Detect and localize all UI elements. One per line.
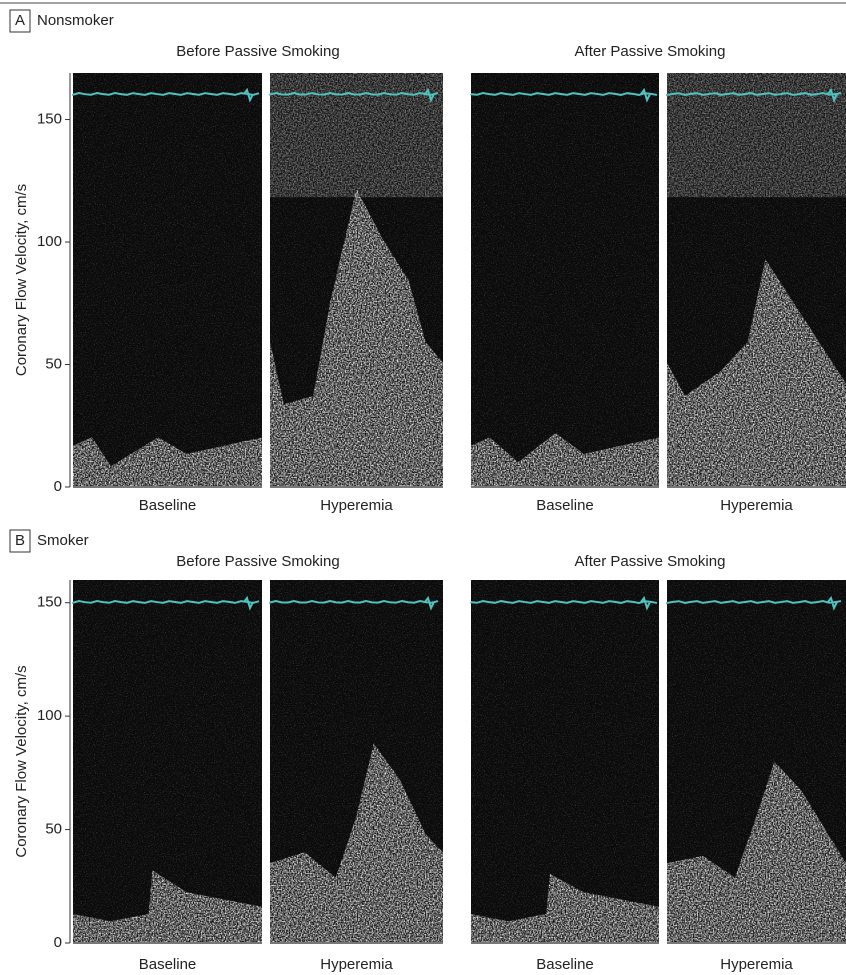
doppler-image [666,580,846,944]
panel-title: Before Passive Smoking [176,553,339,570]
ecg-trace [269,87,439,103]
doppler-image [72,73,262,488]
y-axis-label: Coronary Flow Velocity, cm/s [13,184,30,376]
panel-label-box [9,529,31,553]
doppler-image [269,73,443,488]
image-noise [471,73,659,487]
panel-group: Nonsmoker [37,12,114,29]
y-tick-label: 100 [37,707,62,724]
x-label: Baseline [536,956,594,973]
panel-label: A [15,12,25,29]
x-label: Hyperemia [320,497,393,514]
flow-envelope [270,188,443,488]
panel-group: Smoker [37,532,89,549]
panel-title: Before Passive Smoking [176,43,339,60]
x-label: Baseline [139,497,197,514]
doppler-image [470,73,659,488]
y-axis-label: Coronary Flow Velocity, cm/s [13,665,30,857]
flow-envelope [270,743,443,943]
flow-envelope [471,433,659,487]
flow-envelope [471,874,659,943]
y-tick-label: 50 [45,355,62,372]
flow-envelope [667,259,846,487]
y-tick-label: 100 [37,233,62,250]
doppler-image [72,580,262,944]
doppler-image [269,580,443,944]
x-label: Baseline [536,497,594,514]
y-tick-label: 0 [54,934,62,951]
y-tick-label: 50 [45,821,62,838]
ecg-trace [72,595,260,611]
ecg-trace [269,595,439,611]
flow-envelope [73,437,262,487]
ecg-trace [72,87,260,103]
ecg-trace [666,595,842,611]
panel-title: After Passive Smoking [575,43,726,60]
doppler-image [470,580,659,944]
upper-haze [667,73,846,198]
panel-label-box [9,9,31,33]
x-label: Hyperemia [720,956,793,973]
upper-haze [270,73,443,198]
x-label: Hyperemia [320,956,393,973]
doppler-image [666,73,846,488]
y-tick-label: 150 [37,594,62,611]
ecg-trace [470,87,658,103]
ecg-trace [470,595,658,611]
y-tick-label: 150 [37,111,62,128]
flow-envelope [73,870,262,943]
x-label: Hyperemia [720,497,793,514]
image-noise [73,73,262,487]
panel-label: B [15,532,25,549]
y-tick-label: 0 [54,478,62,495]
ecg-trace [666,87,842,103]
panel-title: After Passive Smoking [575,553,726,570]
flow-envelope [667,761,846,943]
x-label: Baseline [139,956,197,973]
